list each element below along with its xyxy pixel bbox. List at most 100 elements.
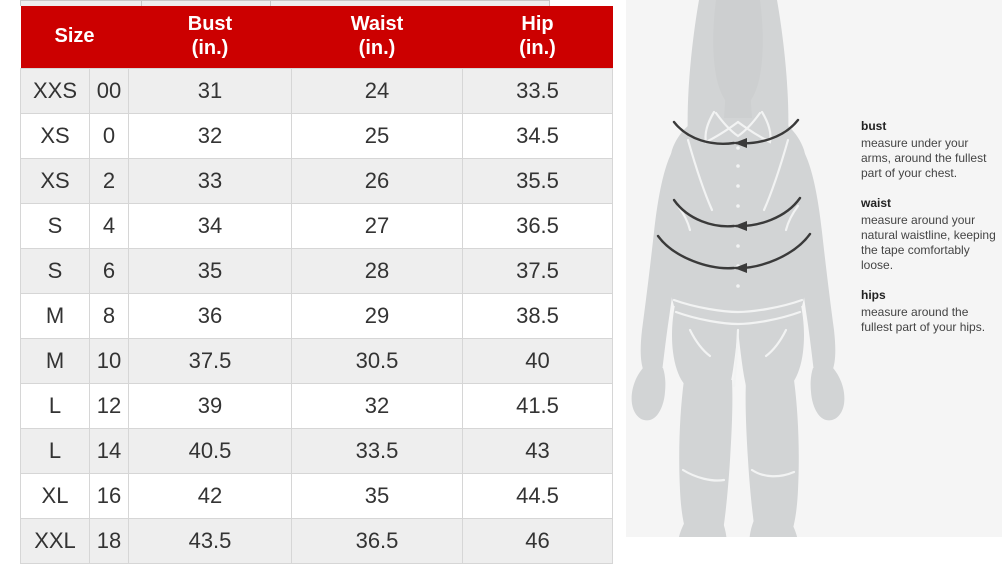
guide-title-hips: hips	[861, 288, 886, 302]
header-unit-bust: (in.)	[191, 37, 229, 59]
cell-numeric: 10	[89, 338, 129, 384]
cell-waist: 29	[291, 293, 463, 339]
cell-waist: 36.5	[291, 518, 463, 564]
cell-numeric: 14	[89, 428, 129, 474]
column-header-size: Size	[20, 6, 129, 69]
table-row: S 4 34 27 36.5	[20, 203, 613, 249]
cell-hip: 38.5	[462, 293, 613, 339]
waist-arrowhead	[734, 221, 747, 231]
cell-bust: 35	[128, 248, 292, 294]
header-unit-hip: (in.)	[519, 37, 556, 59]
table-row: XL 16 42 35 44.5	[20, 473, 613, 519]
table-row: L 14 40.5 33.5 43	[20, 428, 613, 474]
cell-hip: 44.5	[462, 473, 613, 519]
guide-block-bust: bust measure under your arms, around the…	[861, 118, 996, 181]
cell-hip: 46	[462, 518, 613, 564]
cell-bust: 33	[128, 158, 292, 204]
partial-cell	[142, 1, 271, 6]
cell-numeric: 00	[89, 68, 129, 114]
cell-size: S	[20, 203, 90, 249]
table-row: XS 2 33 26 35.5	[20, 158, 613, 204]
cell-bust: 32	[128, 113, 292, 159]
header-label-waist: Waist	[350, 13, 404, 35]
guide-text-hips: measure around the fullest part of your …	[861, 305, 986, 334]
table-row: M 10 37.5 30.5 40	[20, 338, 613, 384]
partial-cell	[271, 1, 549, 6]
guide-block-hips: hips measure around the fullest part of …	[861, 287, 996, 335]
column-header-bust: Bust (in.)	[128, 6, 292, 69]
cell-bust: 37.5	[128, 338, 292, 384]
cell-numeric: 16	[89, 473, 129, 519]
cell-waist: 25	[291, 113, 463, 159]
size-table: Size Bust (in.) Waist (in.) Hip (in.)	[20, 6, 613, 564]
body-figure	[626, 0, 851, 537]
cell-size: XS	[20, 113, 90, 159]
cell-size: M	[20, 293, 90, 339]
cell-bust: 40.5	[128, 428, 292, 474]
cell-size: XS	[20, 158, 90, 204]
guide-title-waist: waist	[861, 196, 892, 210]
hips-arrow-left	[656, 234, 736, 270]
cell-bust: 39	[128, 383, 292, 429]
header-unit-waist: (in.)	[358, 37, 396, 59]
size-chart-panel: Size Bust (in.) Waist (in.) Hip (in.)	[20, 0, 613, 564]
table-row: XXL 18 43.5 36.5 46	[20, 518, 613, 564]
bust-arrow-left	[672, 120, 736, 145]
cell-numeric: 6	[89, 248, 129, 294]
cell-size: XXL	[20, 518, 90, 564]
table-row: M 8 36 29 38.5	[20, 293, 613, 339]
cell-hip: 41.5	[462, 383, 613, 429]
cell-hip: 43	[462, 428, 613, 474]
cell-numeric: 8	[89, 293, 129, 339]
cell-numeric: 18	[89, 518, 129, 564]
cell-waist: 26	[291, 158, 463, 204]
cell-waist: 35	[291, 473, 463, 519]
cell-waist: 24	[291, 68, 463, 114]
cell-numeric: 12	[89, 383, 129, 429]
cell-size: M	[20, 338, 90, 384]
cell-hip: 34.5	[462, 113, 613, 159]
table-row: L 12 39 32 41.5	[20, 383, 613, 429]
measure-guide-list: bust measure under your arms, around the…	[861, 118, 996, 349]
header-row: Size Bust (in.) Waist (in.) Hip (in.)	[20, 6, 613, 69]
cell-hip: 35.5	[462, 158, 613, 204]
cell-waist: 27	[291, 203, 463, 249]
cell-waist: 32	[291, 383, 463, 429]
column-header-waist: Waist (in.)	[291, 6, 463, 69]
cell-bust: 31	[128, 68, 292, 114]
table-row: XS 0 32 25 34.5	[20, 113, 613, 159]
cell-waist: 28	[291, 248, 463, 294]
cell-size: L	[20, 428, 90, 474]
header-label-bust: Bust	[187, 13, 233, 35]
guide-text-bust: measure under your arms, around the full…	[861, 136, 987, 180]
cell-size: XXS	[20, 68, 90, 114]
guide-block-waist: waist measure around your natural waistl…	[861, 195, 996, 273]
cell-bust: 36	[128, 293, 292, 339]
cell-hip: 37.5	[462, 248, 613, 294]
size-table-header: Size Bust (in.) Waist (in.) Hip (in.)	[20, 6, 613, 69]
cell-waist: 30.5	[291, 338, 463, 384]
cell-numeric: 0	[89, 113, 129, 159]
cell-bust: 34	[128, 203, 292, 249]
measure-guide-panel: bust measure under your arms, around the…	[626, 0, 1002, 537]
cell-hip: 33.5	[462, 68, 613, 114]
cell-numeric: 2	[89, 158, 129, 204]
table-row: XXS 00 31 24 33.5	[20, 68, 613, 114]
column-header-hip: Hip (in.)	[462, 6, 613, 69]
header-label-size: Size	[54, 25, 95, 47]
cell-numeric: 4	[89, 203, 129, 249]
cell-size: XL	[20, 473, 90, 519]
waist-arrow-left	[672, 198, 736, 228]
partial-cell	[21, 1, 142, 6]
guide-title-bust: bust	[861, 119, 887, 133]
guide-text-waist: measure around your natural waistline, k…	[861, 213, 996, 272]
cell-hip: 40	[462, 338, 613, 384]
cell-bust: 43.5	[128, 518, 292, 564]
hips-arrowhead	[734, 263, 747, 273]
cell-bust: 42	[128, 473, 292, 519]
bust-arrowhead	[734, 138, 747, 148]
cell-waist: 33.5	[291, 428, 463, 474]
partial-row-above-header	[20, 0, 550, 6]
table-row: S 6 35 28 37.5	[20, 248, 613, 294]
